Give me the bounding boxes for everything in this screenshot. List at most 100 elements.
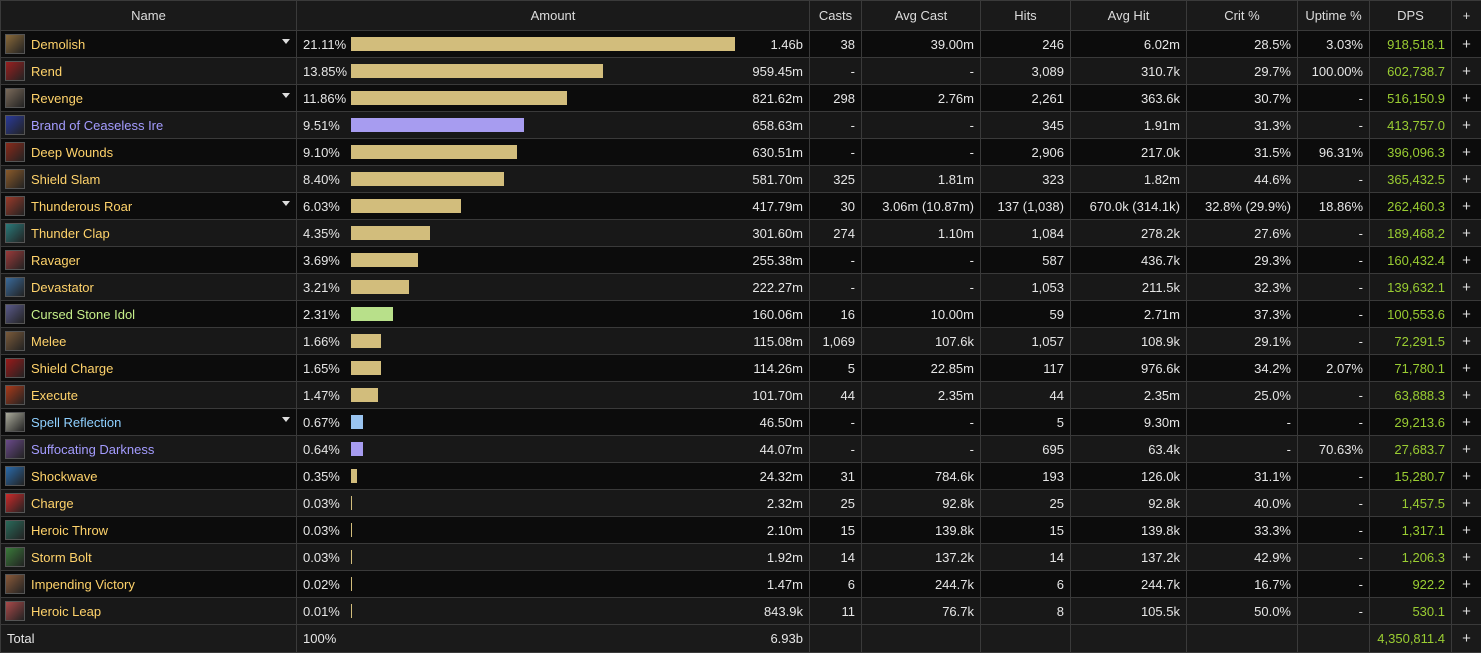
amount-percent: 0.02% [303,577,351,592]
row-plus-button[interactable]: + [1452,166,1481,193]
col-hits[interactable]: Hits [981,1,1071,31]
row-plus-button[interactable]: + [1452,85,1481,112]
col-uptime[interactable]: Uptime % [1298,1,1370,31]
chevron-down-icon[interactable] [282,417,290,422]
spell-name[interactable]: Spell Reflection [31,415,292,430]
col-dps[interactable]: DPS [1370,1,1452,31]
row-plus-button[interactable]: + [1452,355,1481,382]
col-amount[interactable]: Amount [297,1,810,31]
dps-value: 15,280.7 [1370,463,1452,490]
row-plus-button[interactable]: + [1452,382,1481,409]
row-plus-button[interactable]: + [1452,193,1481,220]
row-plus-button[interactable]: + [1452,274,1481,301]
col-crit[interactable]: Crit % [1187,1,1298,31]
spell-name[interactable]: Cursed Stone Idol [31,307,292,322]
spell-name[interactable]: Suffocating Darkness [31,442,292,457]
col-avg-hit[interactable]: Avg Hit [1071,1,1187,31]
chevron-down-icon[interactable] [282,201,290,206]
spell-reflection-icon [5,412,25,432]
row-plus-button[interactable]: + [1452,490,1481,517]
amount-bar [351,199,461,213]
uptime-value: 3.03% [1298,31,1370,58]
row-plus-button[interactable]: + [1452,571,1481,598]
spell-name[interactable]: Shockwave [31,469,292,484]
col-avg-cast[interactable]: Avg Cast [862,1,981,31]
add-column-button[interactable]: + [1452,1,1481,31]
spell-name[interactable]: Demolish [31,37,292,52]
casts-value: 6 [810,571,862,598]
spell-name[interactable]: Heroic Leap [31,604,292,619]
row-plus-button[interactable]: + [1452,436,1481,463]
spell-name[interactable]: Rend [31,64,292,79]
spell-name[interactable]: Melee [31,334,292,349]
spell-name[interactable]: Revenge [31,91,292,106]
hits-value: 6 [981,571,1071,598]
spell-name[interactable]: Storm Bolt [31,550,292,565]
uptime-value: - [1298,490,1370,517]
avg-hit-value: 976.6k [1071,355,1187,382]
row-plus-button[interactable]: + [1452,139,1481,166]
spell-name[interactable]: Shield Charge [31,361,292,376]
spell-name[interactable]: Execute [31,388,292,403]
spell-name[interactable]: Ravager [31,253,292,268]
devastator-icon [5,277,25,297]
spell-name[interactable]: Devastator [31,280,292,295]
casts-value: 31 [810,463,862,490]
row-plus-button[interactable]: + [1452,328,1481,355]
row-plus-button[interactable]: + [1452,517,1481,544]
chevron-down-icon[interactable] [282,39,290,44]
row-plus-button[interactable]: + [1452,58,1481,85]
col-casts[interactable]: Casts [810,1,862,31]
row-plus-button[interactable]: + [1452,301,1481,328]
spell-name[interactable]: Thunder Clap [31,226,292,241]
row-plus-button[interactable]: + [1452,31,1481,58]
spell-name[interactable]: Charge [31,496,292,511]
row-plus-button[interactable]: + [1452,409,1481,436]
row-plus-button[interactable]: + [1452,112,1481,139]
dps-value: 516,150.9 [1370,85,1452,112]
avg-cast-value: - [862,436,981,463]
spell-name[interactable]: Shield Slam [31,172,292,187]
hits-value: 695 [981,436,1071,463]
spell-name[interactable]: Brand of Ceaseless Ire [31,118,292,133]
row-plus-button[interactable]: + [1452,247,1481,274]
row-plus-button[interactable]: + [1452,544,1481,571]
crit-value: 42.9% [1187,544,1298,571]
spell-name[interactable]: Impending Victory [31,577,292,592]
total-plus-button[interactable]: + [1452,625,1481,653]
hits-value: 1,057 [981,328,1071,355]
chevron-down-icon[interactable] [282,93,290,98]
uptime-value: - [1298,409,1370,436]
row-plus-button[interactable]: + [1452,220,1481,247]
dps-value: 413,757.0 [1370,112,1452,139]
spell-name[interactable]: Thunderous Roar [31,199,292,214]
spell-name[interactable]: Heroic Throw [31,523,292,538]
row-plus-button[interactable]: + [1452,463,1481,490]
spell-name[interactable]: Deep Wounds [31,145,292,160]
hits-value: 3,089 [981,58,1071,85]
col-name[interactable]: Name [1,1,297,31]
row-plus-button[interactable]: + [1452,598,1481,625]
